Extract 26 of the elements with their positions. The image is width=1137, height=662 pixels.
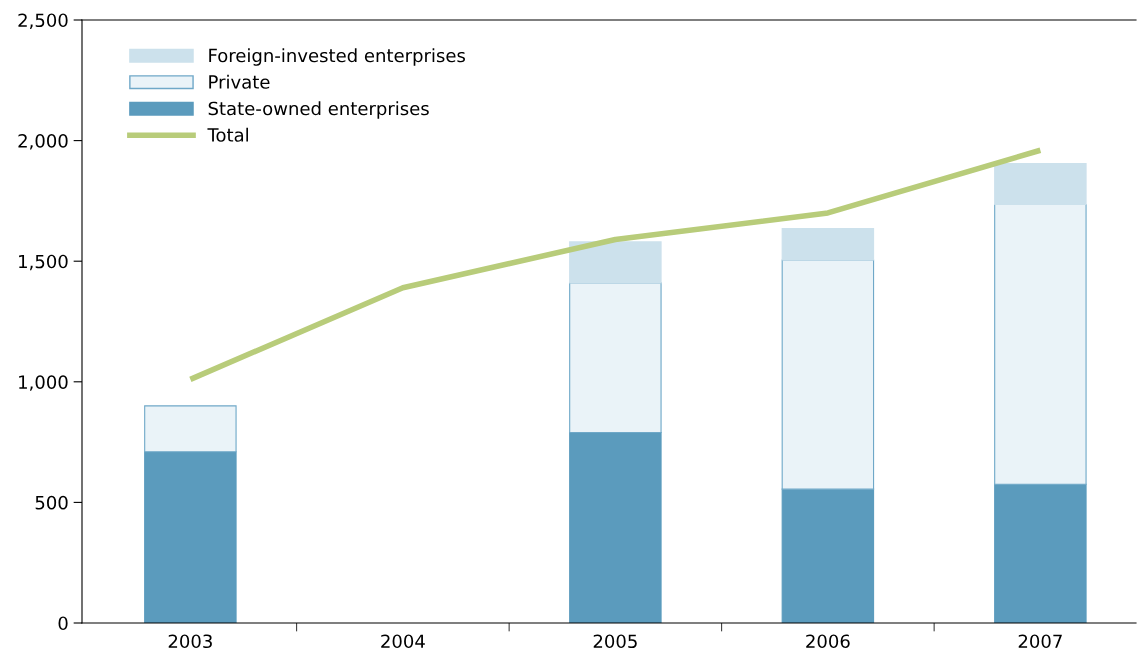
y-tick-label: 2,500 (18, 13, 68, 29)
bar (781, 228, 875, 261)
legend-label: State-owned enterprises (208, 101, 429, 119)
bar (144, 405, 237, 453)
legend-label: Foreign-invested enterprises (209, 48, 465, 66)
y-tick-label: 0 (58, 616, 68, 631)
bar (569, 241, 662, 284)
y-tick-label: 1,500 (19, 254, 68, 271)
x-tick-label: 2004 (381, 634, 425, 649)
bar (569, 431, 662, 623)
x-tick-label: 2003 (168, 634, 212, 649)
x-tick-label: 2005 (593, 634, 637, 649)
x-tick-label: 2006 (806, 634, 850, 649)
bar (569, 282, 662, 434)
y-tick-label: 500 (35, 495, 68, 510)
bar (781, 488, 875, 623)
bar (994, 162, 1087, 206)
x-tick-label: 2007 (1018, 634, 1062, 649)
legend-label: Total (207, 127, 248, 142)
bar (994, 203, 1087, 485)
bar (144, 451, 237, 623)
y-tick-label: 2,000 (18, 134, 68, 150)
bar (994, 483, 1087, 623)
bar (781, 259, 875, 490)
y-tick-label: 1,000 (19, 375, 68, 391)
legend-label: Private (209, 74, 270, 89)
